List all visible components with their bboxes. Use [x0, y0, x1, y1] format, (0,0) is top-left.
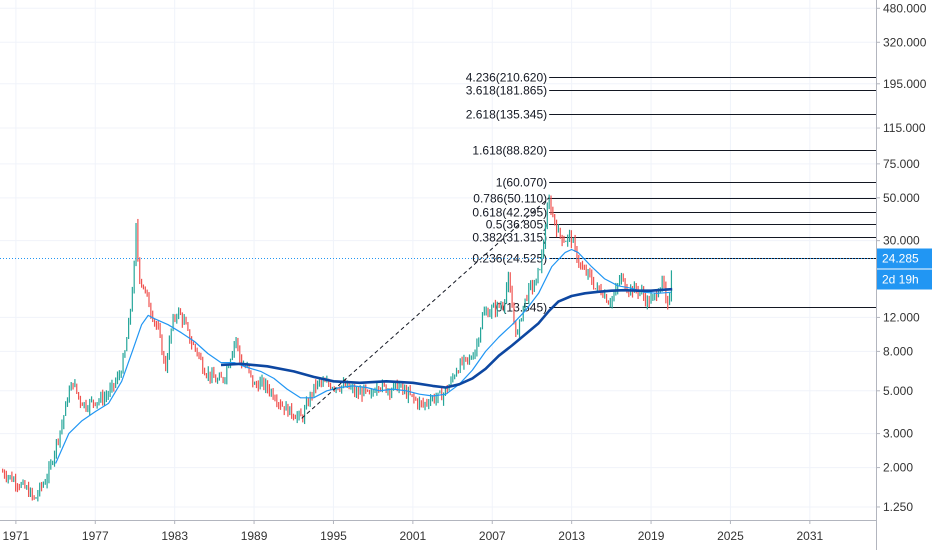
- time-tick-label: 1977: [82, 529, 109, 543]
- time-tick-label: 1983: [161, 529, 188, 543]
- price-tick-label: 75.000: [883, 157, 920, 171]
- price-tick-label: 8.000: [883, 344, 913, 358]
- current-price-badge: [877, 248, 932, 269]
- price-series: [55, 248, 673, 464]
- fib-level-label: 0(13.545): [496, 301, 547, 315]
- price-tick-label: 115.000: [883, 121, 926, 135]
- price-tick-label: 195.000: [883, 77, 927, 91]
- fib-level-label: 2.618(135.345): [466, 108, 547, 122]
- fib-level-label: 3.618(181.865): [466, 84, 547, 98]
- price-tick-label: 5.000: [883, 384, 913, 398]
- fib-level-label: 0.236(24.525): [472, 252, 547, 266]
- fib-level-label: 4.236(210.620): [466, 71, 547, 85]
- fib-level-label: 0.786(50.110): [473, 192, 547, 206]
- time-tick-label: 2019: [638, 529, 665, 543]
- price-tick-label: 50.000: [883, 191, 920, 205]
- moving-average-slow: [220, 287, 673, 389]
- fib-trend-line[interactable]: [301, 197, 550, 419]
- price-tick-label: 30.000: [883, 234, 920, 248]
- countdown-label: 2d 19h: [882, 273, 919, 287]
- time-axis[interactable]: 1971 1977 1983 1989 1995 2001 2007 2013 2019 2025…: [0, 520, 876, 543]
- price-tick-label: 12.000: [883, 310, 920, 324]
- fib-level-label: 1.618(88.820): [472, 144, 547, 158]
- time-tick-label: 2031: [796, 529, 823, 543]
- fib-level-label: 1(60.070): [496, 176, 547, 190]
- moving-average-fast: [55, 248, 671, 464]
- trend-line[interactable]: [301, 197, 550, 419]
- countdown-badge: [877, 269, 932, 290]
- time-tick-label: 2013: [558, 529, 585, 543]
- current-price-label: 24.285: [882, 252, 919, 266]
- time-tick-label: 2025: [717, 529, 744, 543]
- price-axis[interactable]: 480.000 320.000 195.000 115.000 75.000 50.000…: [876, 0, 927, 550]
- price-tick-label: 480.000: [883, 1, 927, 15]
- price-badges: 24.285 2d 19h: [877, 248, 932, 290]
- time-tick-label: 1989: [241, 529, 268, 543]
- time-tick-label: 1971: [3, 529, 30, 543]
- time-tick-label: 1995: [320, 529, 347, 543]
- grid: [0, 0, 876, 520]
- fib-level-label: 0.382(31.315): [472, 231, 547, 245]
- price-tick-label: 2.000: [883, 461, 913, 475]
- time-tick-label: 2001: [400, 529, 427, 543]
- fibonacci-extension[interactable]: 4.236(210.620)3.618(181.865) 2.618(135.34…: [466, 71, 876, 315]
- fib-level-label: 0.5(36.805): [486, 218, 547, 232]
- price-tick-label: 1.250: [883, 500, 913, 514]
- price-tick-label: 3.000: [883, 427, 913, 441]
- price-bars: [2, 194, 673, 502]
- time-tick-label: 2007: [479, 529, 506, 543]
- price-tick-label: 320.000: [883, 35, 927, 49]
